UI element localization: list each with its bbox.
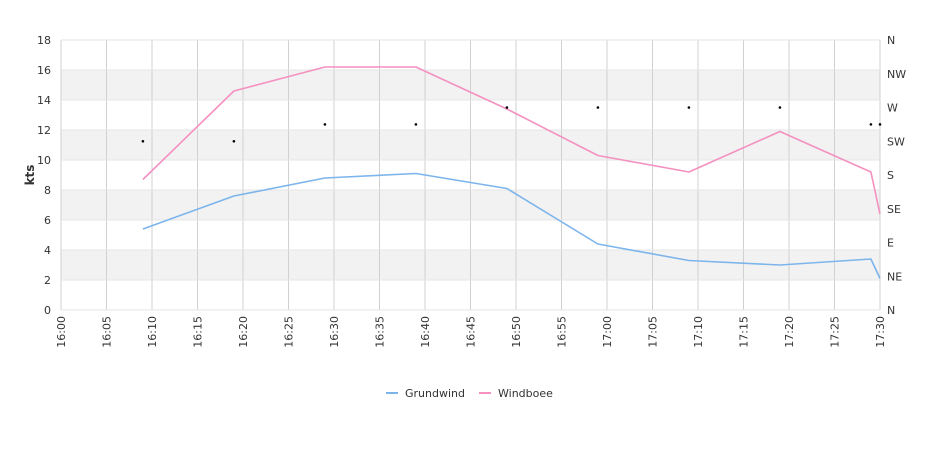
- x-tick-label: 16:45: [465, 316, 478, 348]
- x-tick-label: 16:55: [556, 316, 569, 348]
- y-tick-label: 6: [44, 214, 51, 227]
- right-tick-label: E: [887, 237, 894, 250]
- x-tick-label: 16:25: [283, 316, 296, 348]
- y-tick-label: 4: [44, 244, 51, 257]
- direction-marker: [232, 139, 236, 143]
- x-tick-label: 16:15: [192, 316, 205, 348]
- x-tick-label: 16:35: [374, 316, 387, 348]
- y-tick-label: 2: [44, 274, 51, 287]
- x-tick-label: 16:00: [55, 316, 68, 348]
- y-tick-label: 0: [44, 304, 51, 317]
- direction-markers: [141, 106, 882, 143]
- y-tick-label: 12: [37, 124, 51, 137]
- direction-marker: [596, 106, 600, 109]
- right-tick-label: N: [887, 34, 895, 47]
- x-axis-ticks: 16:00 16:05 16:10 16:15 16:20 16:25 16:30 16:35…: [55, 316, 887, 348]
- right-tick-label: SW: [887, 135, 905, 148]
- x-tick-label: 17:15: [738, 316, 751, 348]
- right-tick-label: NE: [887, 270, 902, 283]
- direction-marker: [878, 123, 882, 126]
- direction-marker: [141, 139, 145, 143]
- y-axis-ticks: 0 2 4 6 8 10 12 14 16 18: [37, 34, 51, 317]
- right-tick-label: SE: [887, 203, 901, 216]
- legend-item-label: Windboee: [498, 387, 553, 400]
- y-tick-label: 8: [44, 184, 51, 197]
- x-tick-label: 16:20: [237, 316, 250, 348]
- right-tick-label: W: [887, 102, 898, 115]
- series-line-windboee: [142, 66, 881, 215]
- direction-marker: [687, 106, 691, 109]
- x-tick-label: 16:05: [101, 316, 114, 348]
- x-tick-label: 16:50: [510, 316, 523, 348]
- right-tick-label: S: [887, 169, 894, 182]
- direction-marker: [505, 106, 509, 109]
- y-tick-label: 14: [37, 94, 51, 107]
- direction-marker: [414, 123, 418, 126]
- direction-marker: [323, 123, 327, 126]
- x-tick-label: 17:20: [783, 316, 796, 348]
- y-tick-label: 10: [37, 154, 51, 167]
- horizontal-gridlines: [61, 39, 880, 311]
- right-axis-ticks: N NE E SE S SW W NW N: [887, 34, 906, 317]
- x-tick-label: 17:05: [647, 316, 660, 348]
- x-tick-label: 16:30: [328, 316, 341, 348]
- x-tick-label: 17:10: [692, 316, 705, 348]
- y-tick-label: 16: [37, 64, 51, 77]
- y-tick-label: 18: [37, 34, 51, 47]
- x-tick-label: 16:40: [419, 316, 432, 348]
- y-axis-label: kts: [23, 165, 37, 186]
- direction-marker: [778, 106, 782, 109]
- right-tick-label: N: [887, 304, 895, 317]
- legend[interactable]: Grundwind Windboee: [386, 387, 553, 400]
- x-tick-label: 17:30: [874, 316, 887, 348]
- x-tick-label: 17:25: [829, 316, 842, 348]
- direction-marker: [869, 123, 873, 126]
- right-tick-label: NW: [887, 68, 906, 81]
- legend-item-label: Grundwind: [405, 387, 465, 400]
- x-tick-label: 16:10: [146, 316, 159, 348]
- series-line-grundwind: [142, 172, 881, 279]
- series-lines: [142, 66, 881, 279]
- x-tick-label: 17:00: [601, 316, 614, 348]
